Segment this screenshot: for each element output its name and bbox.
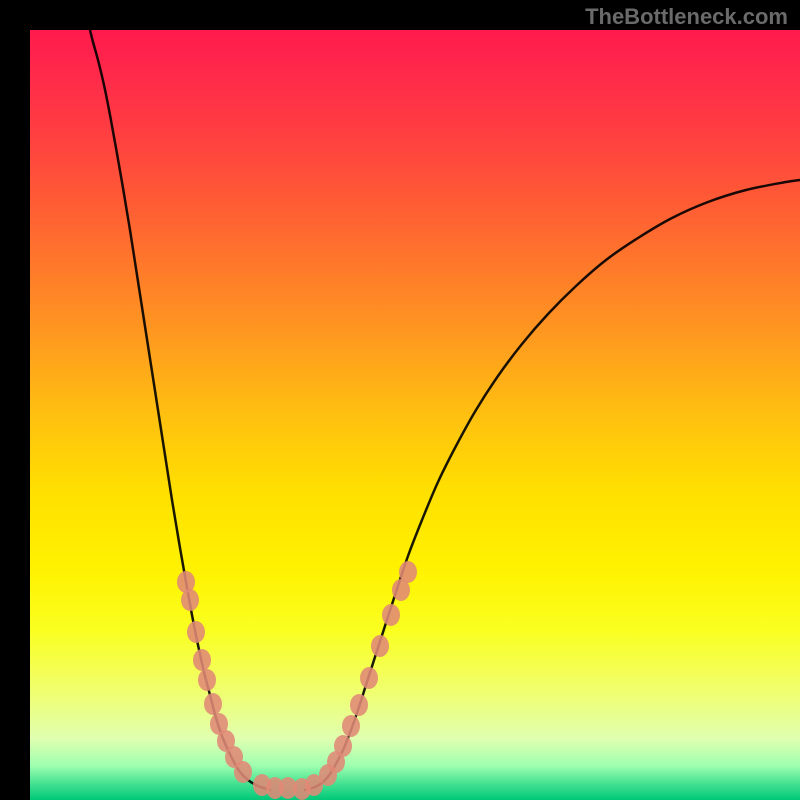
watermark-text: TheBottleneck.com	[585, 4, 788, 30]
bead-marker	[360, 667, 378, 689]
bead-marker	[198, 669, 216, 691]
bead-marker	[371, 635, 389, 657]
bead-marker	[334, 735, 352, 757]
bead-marker	[204, 693, 222, 715]
bead-marker	[193, 649, 211, 671]
bead-marker	[342, 715, 360, 737]
plot-svg	[30, 30, 800, 800]
bead-marker	[399, 561, 417, 583]
bead-marker	[187, 621, 205, 643]
bead-marker	[350, 694, 368, 716]
plot-area	[30, 30, 800, 800]
bead-marker	[181, 589, 199, 611]
bead-marker	[234, 761, 252, 783]
bead-marker	[382, 604, 400, 626]
gradient-background	[30, 30, 800, 800]
